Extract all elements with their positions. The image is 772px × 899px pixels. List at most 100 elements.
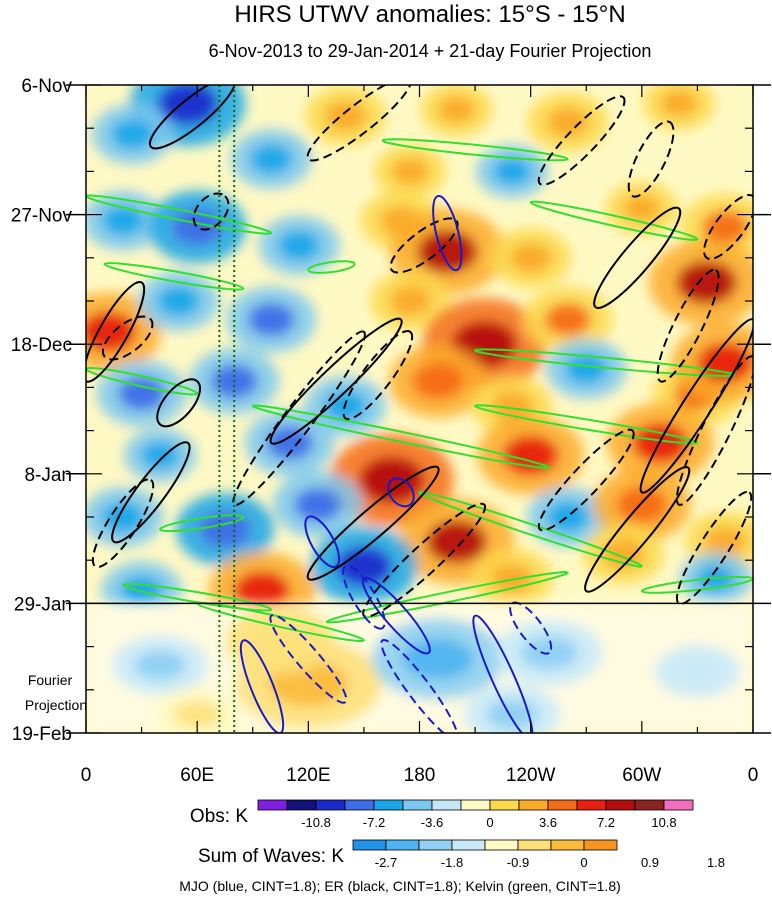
colorbar-label: 0.9 xyxy=(641,855,659,870)
colorbar-swatch xyxy=(605,799,636,811)
anomaly-blob-core xyxy=(544,302,591,337)
anomaly-blob-core xyxy=(389,286,432,316)
chart-title: HIRS UTWV anomalies: 15°S - 15°N xyxy=(234,1,625,28)
er-contour xyxy=(101,315,154,361)
mjo-contour xyxy=(509,601,553,655)
anomaly-blob-core xyxy=(266,426,314,460)
x-tick-label: 120E xyxy=(286,765,330,786)
projection-blob-core xyxy=(134,650,186,680)
plot-area xyxy=(86,85,753,733)
x-tick-label: 180 xyxy=(404,765,436,786)
kelvin-contour xyxy=(325,571,569,624)
er-contour xyxy=(156,378,201,428)
colorbar-label: 1.8 xyxy=(707,855,725,870)
anomaly-blob-core xyxy=(324,100,367,131)
er-contour xyxy=(86,281,146,383)
anomaly-blob-core xyxy=(111,119,154,150)
colorbar-swatch xyxy=(484,839,519,851)
colorbar-swatch xyxy=(352,839,387,851)
anomaly-blob-core xyxy=(102,205,145,236)
x-tick-label: 120W xyxy=(506,765,556,786)
colorbar-swatch xyxy=(418,839,453,851)
colorbar-swatch xyxy=(663,799,694,811)
colorbar-label: 0 xyxy=(486,815,493,830)
er-contour xyxy=(389,217,459,274)
colorbar-swatch xyxy=(344,799,375,811)
er-contour xyxy=(593,206,682,309)
colorbar-swatch xyxy=(634,799,665,811)
er-contour xyxy=(269,317,403,445)
er-contour xyxy=(627,120,675,198)
colorbar-swatch xyxy=(373,799,404,811)
anomaly-blob-core xyxy=(623,195,661,222)
colorbar-swatch xyxy=(583,839,618,851)
anomaly-blob-core xyxy=(234,571,290,611)
anomaly-blob-core xyxy=(278,230,321,261)
anomaly-blob-core xyxy=(426,520,487,564)
colorbar-swatch xyxy=(286,799,317,811)
y-tick-label: 27-Nov xyxy=(11,206,73,227)
waves-legend-title: Sum of Waves: K xyxy=(198,846,344,867)
mjo-contour xyxy=(342,564,386,630)
colorbar-swatch xyxy=(257,799,288,811)
anomaly-blob-core xyxy=(632,423,689,463)
kelvin-contour xyxy=(103,262,245,291)
colorbar-label: -7.2 xyxy=(363,815,385,830)
kelvin-contour xyxy=(640,575,753,594)
mjo-contour xyxy=(269,614,348,704)
colorbar-label: 0 xyxy=(580,855,587,870)
anomaly-blob-core xyxy=(546,502,589,532)
x-tick-label: 0 xyxy=(748,765,759,786)
anomaly-blob-core xyxy=(86,312,136,352)
anomaly-blob-core xyxy=(493,158,531,185)
kelvin-contour xyxy=(474,348,736,378)
reference-longitude-lines xyxy=(218,85,236,733)
colorbar-swatch xyxy=(550,839,585,851)
er-contour xyxy=(675,355,753,506)
mjo-contour xyxy=(432,194,463,272)
er-contour xyxy=(306,465,440,581)
kelvin-contour xyxy=(474,404,699,445)
kelvin-contour xyxy=(381,138,569,162)
observed-anomaly-field xyxy=(86,85,753,631)
kelvin-contour xyxy=(86,366,199,396)
x-tick-label: 60E xyxy=(180,765,214,786)
er-contour xyxy=(362,502,487,618)
obs-legend-title: Obs: K xyxy=(190,806,248,827)
anomaly-blob-core xyxy=(248,302,295,337)
colorbar-swatch xyxy=(547,799,578,811)
axis-ticks xyxy=(66,84,771,734)
kelvin-contour xyxy=(529,200,699,241)
anomaly-blob-core xyxy=(509,242,552,273)
projection-label-line2: Projection xyxy=(25,697,87,713)
colorbar-swatch xyxy=(517,839,552,851)
x-tick-label: 60W xyxy=(622,765,661,786)
colorbar-swatch xyxy=(576,799,607,811)
projection-blob-core xyxy=(173,700,221,729)
anomaly-blob-core xyxy=(118,376,165,411)
anomaly-blob-core xyxy=(660,90,698,117)
anomaly-blob-core xyxy=(250,144,293,175)
mjo-contour xyxy=(304,515,341,568)
er-contour xyxy=(232,330,366,507)
chart-subtitle: 6-Nov-2013 to 29-Jan-2014 + 21-day Fouri… xyxy=(209,41,652,61)
mjo-contour xyxy=(239,639,285,733)
er-contour xyxy=(584,465,691,593)
colorbar-label: -10.8 xyxy=(301,815,331,830)
er-contour xyxy=(342,330,414,421)
kelvin-contour xyxy=(159,514,245,533)
colorbar-swatch xyxy=(460,799,491,811)
anomaly-blob-core xyxy=(102,502,145,532)
colorbar-label: -3.6 xyxy=(421,815,443,830)
colorbar-label: -1.8 xyxy=(441,855,463,870)
colorbar-label: 7.2 xyxy=(597,815,615,830)
er-contours xyxy=(86,85,753,618)
anomaly-blob-core xyxy=(676,261,737,304)
anomaly-blob-core xyxy=(437,96,476,124)
y-tick-label: 18-Dec xyxy=(11,335,72,356)
er-contour xyxy=(148,85,237,150)
y-tick-label: 6-Nov xyxy=(21,76,72,97)
contour-note: MJO (blue, CINT=1.8); ER (black, CINT=1.… xyxy=(179,878,621,894)
anomaly-blob-core xyxy=(412,363,464,400)
projection-blob-core xyxy=(486,699,538,730)
